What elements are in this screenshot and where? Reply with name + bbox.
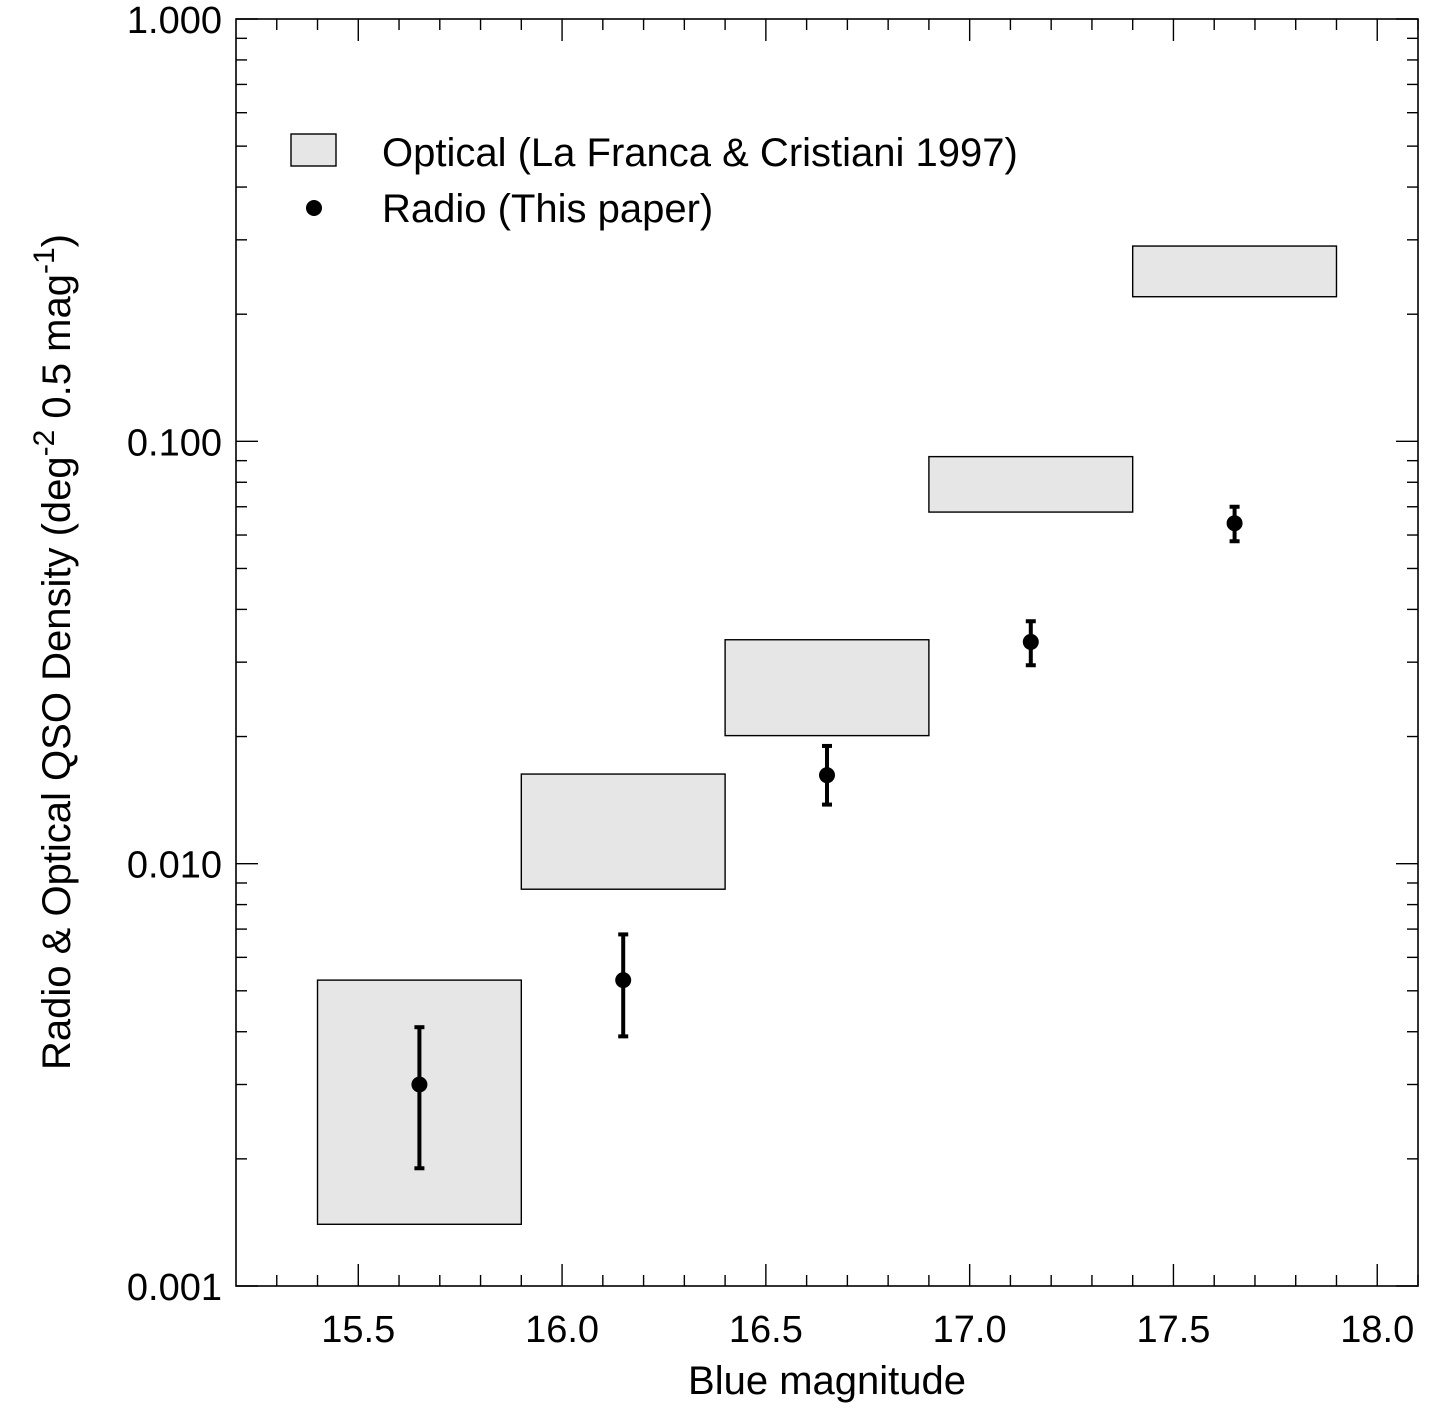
y-tick-label: 0.001 [127,1267,222,1309]
radio-point [1226,515,1243,532]
legend-radio-marker [306,200,322,216]
x-tick-label: 16.5 [729,1309,803,1351]
x-tick-label: 17.0 [933,1309,1007,1351]
optical-box [724,639,930,737]
x-tick-label: 15.5 [321,1309,395,1351]
radio-point [411,1076,428,1093]
y-tick-labels: 0.001 0.010 0.100 1.000 [127,0,222,1309]
plot-frame [235,18,1419,1287]
radio-point [819,767,835,784]
radio-point [1022,633,1039,650]
y-axis-title-mid: 0.5 mag [35,274,79,430]
y-axis-title-end: ) [35,234,79,247]
optical-box [928,455,1134,513]
y-axis-title-sup1: -2 [28,430,61,457]
y-tick-label: 1.000 [127,0,222,42]
radio-point [615,972,632,989]
y-tick-label: 0.100 [127,422,222,464]
legend: Optical (La Franca & Cristiani 1997) Rad… [290,131,1018,231]
x-tick-label: 16.0 [525,1309,599,1351]
x-tick-labels: 15.5 16.0 16.5 17.0 17.5 18.0 [321,1309,1414,1351]
optical-box [520,773,726,890]
x-tick-label: 17.5 [1136,1309,1210,1351]
y-axis-title: Radio & Optical QSO Density (deg-2 0.5 m… [28,234,79,1070]
legend-optical-swatch [290,133,337,167]
legend-radio-label: Radio (This paper) [382,187,713,231]
x-axis-title: Blue magnitude [688,1359,966,1403]
y-axis-title-main: Radio & Optical QSO Density (deg [35,456,79,1070]
y-axis-title-sup2: -1 [28,247,61,274]
legend-optical-label: Optical (La Franca & Cristiani 1997) [382,131,1018,175]
axis-ticks-layer [236,18,1419,1287]
y-tick-label: 0.010 [127,845,222,887]
x-tick-label: 18.0 [1340,1309,1414,1351]
optical-boxes-layer [316,245,1338,1225]
optical-box [1131,245,1338,298]
radio-points-layer [411,504,1243,1171]
